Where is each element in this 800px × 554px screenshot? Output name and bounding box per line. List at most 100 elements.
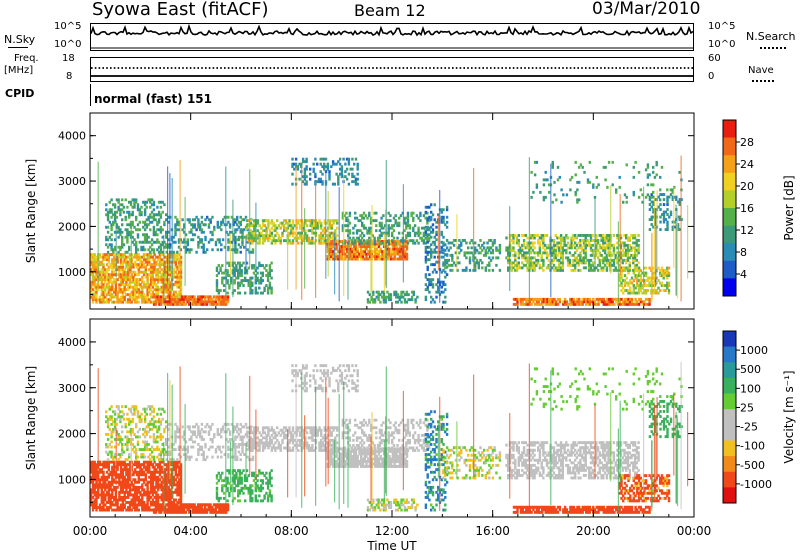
- range-cell: [131, 223, 134, 227]
- range-cell: [650, 205, 653, 209]
- range-cell: [302, 221, 305, 225]
- range-cell: [146, 253, 149, 257]
- range-cell: [445, 258, 449, 262]
- range-cell: [102, 493, 105, 497]
- range-cell: [164, 493, 167, 497]
- range-cell: [102, 285, 105, 289]
- range-cell: [442, 251, 445, 255]
- range-cell: [428, 228, 431, 232]
- range-cell: [90, 463, 93, 467]
- range-streak: [304, 208, 306, 289]
- range-cell: [137, 508, 140, 512]
- range-cell: [356, 172, 359, 176]
- range-cell: [393, 255, 396, 258]
- range-cell: [149, 198, 152, 202]
- range-cell: [184, 295, 187, 299]
- range-cell: [440, 230, 443, 234]
- range-cell: [178, 273, 181, 277]
- range-cell: [428, 219, 431, 223]
- range-cell: [343, 214, 346, 218]
- range-cell: [305, 219, 309, 223]
- range-cell: [600, 258, 603, 262]
- range-cell: [148, 493, 151, 497]
- range-cell: [151, 265, 155, 269]
- range-cell: [644, 291, 648, 295]
- range-cell: [605, 266, 609, 270]
- range-cell: [538, 241, 542, 245]
- range-cell: [589, 243, 593, 247]
- range-cell: [390, 250, 393, 253]
- range-cell: [639, 286, 642, 290]
- range-cell: [121, 496, 125, 499]
- range-cell: [632, 236, 635, 240]
- range-cell: [251, 224, 254, 228]
- range-cell: [424, 248, 428, 252]
- range-cell: [111, 488, 114, 492]
- range-cell: [479, 258, 482, 262]
- range-cell: [579, 253, 582, 257]
- range-cell: [574, 268, 577, 272]
- range-cell: [128, 473, 132, 477]
- range-cell: [91, 496, 95, 499]
- range-cell: [209, 300, 212, 304]
- range-cell: [325, 239, 328, 243]
- range-cell: [158, 478, 162, 482]
- range-cell: [380, 295, 384, 299]
- range-cell: [609, 297, 613, 301]
- range-cell: [391, 224, 394, 228]
- range-cell: [118, 473, 121, 477]
- range-cell: [664, 289, 667, 292]
- range-cell: [442, 220, 445, 224]
- range-cell: [212, 302, 216, 306]
- range-cell: [616, 302, 620, 306]
- range-cell: [114, 283, 118, 287]
- range-cell: [440, 248, 443, 252]
- range-cell: [150, 210, 154, 214]
- range-cell: [331, 252, 335, 256]
- range-cell: [239, 220, 242, 224]
- range-cell: [127, 468, 130, 472]
- range-cell: [340, 255, 344, 258]
- range-cell: [95, 290, 98, 294]
- range-cell: [376, 239, 380, 243]
- range-cell: [146, 498, 149, 502]
- range-cell: [325, 221, 328, 225]
- range-cell: [102, 480, 105, 484]
- range-cell: [607, 248, 610, 252]
- range-cell: [241, 243, 244, 247]
- range-cell: [574, 193, 577, 197]
- range-cell: [522, 256, 526, 260]
- range-cell: [95, 468, 98, 472]
- range-cell: [390, 252, 393, 256]
- range-cell: [127, 496, 130, 499]
- range-cell: [197, 218, 200, 222]
- range-cell: [395, 293, 398, 297]
- range-cell: [135, 248, 138, 252]
- range-cell: [135, 265, 139, 269]
- range-cell: [458, 239, 461, 242]
- range-cell: [595, 241, 598, 245]
- range-cell: [178, 280, 181, 284]
- range-cell: [176, 265, 179, 269]
- range-cell: [254, 276, 257, 280]
- range-cell: [396, 236, 399, 240]
- range-cell: [634, 269, 637, 272]
- range-cell: [293, 236, 296, 240]
- range-cell: [540, 258, 543, 262]
- range-cell: [318, 241, 321, 245]
- range-cell: [565, 236, 568, 240]
- range-cell: [106, 213, 110, 217]
- range-cell: [323, 162, 326, 166]
- range-cell: [191, 297, 195, 301]
- range-cell: [632, 193, 635, 197]
- range-cell: [524, 263, 527, 267]
- range-cell: [628, 263, 631, 267]
- range-cell: [391, 239, 394, 243]
- range-cell: [324, 157, 328, 161]
- range-cell: [121, 498, 125, 502]
- range-cell: [238, 261, 242, 265]
- range-cell: [115, 225, 119, 229]
- range-cell: [176, 228, 179, 232]
- range-cell: [648, 195, 652, 199]
- range-cell: [356, 167, 359, 171]
